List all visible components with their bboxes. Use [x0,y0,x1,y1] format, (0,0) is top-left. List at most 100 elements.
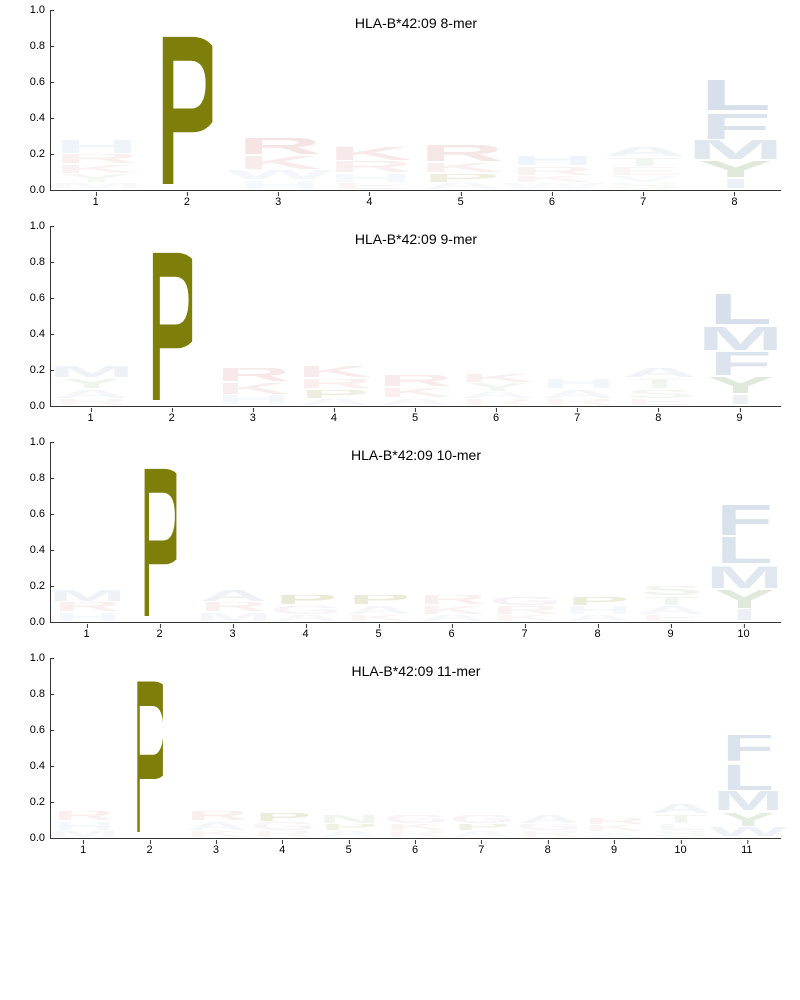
panel-title: HLA-B*42:09 10-mer [351,447,481,463]
y-tick-label: 0.4 [10,544,45,556]
logo-column: FLMYI [708,442,781,622]
y-tick-label: 1.0 [10,436,45,448]
x-tick-label: 11 [741,844,752,856]
plot-area: HLA-B*42:09 9-merMYARPRKHKRPARKAKYARHARA… [50,226,781,407]
x-tick-label: 7 [640,196,646,208]
x-tick-label: 9 [667,628,673,640]
logo-letter: M [553,140,800,162]
x-tick-label: 6 [493,412,499,424]
x-tick-label: 2 [146,844,152,856]
x-tick-label: 1 [83,628,89,640]
logo-letter: F [675,735,800,764]
x-tick-label: 8 [545,844,551,856]
x-tick-label: 8 [594,628,600,640]
x-tick-label: 10 [737,628,749,640]
x-tick-label: 4 [279,844,285,856]
logo-letter: I [452,395,800,406]
x-tick-label: 9 [611,844,617,856]
plot-area: HLA-B*42:09 10-merMRHPARMPGAPAKRKAGRKPHA… [50,442,781,623]
panel-title: HLA-B*42:09 8-mer [355,15,477,31]
x-tick-label: 7 [521,628,527,640]
x-tick-label: 3 [213,844,219,856]
x-axis: 1 2 3 4 5 6 7 8 9 10 [50,623,780,643]
y-tick-label: 0.8 [10,40,45,52]
x-tick-label: 1 [80,844,86,856]
x-tick-label: 6 [412,844,418,856]
x-tick-label: 2 [184,196,190,208]
x-tick-label: 5 [458,196,464,208]
logo-letter: M [617,327,800,352]
y-tick-label: 0.2 [10,796,45,808]
x-tick-label: 5 [412,412,418,424]
logo-panel: 0.00.20.40.60.81.0HLA-B*42:09 9-merMYARP… [10,226,790,427]
x-tick-label: 7 [478,844,484,856]
x-tick-label: 8 [731,196,737,208]
logo-column: NPA [316,658,382,838]
logo-panel: 0.00.20.40.60.81.0HLA-B*42:09 10-merMRHP… [10,442,790,643]
logo-panel: 0.00.20.40.60.81.0HLA-B*42:09 8-merHRKYM… [10,10,790,211]
logo-letter: L [644,294,800,326]
x-axis: 1 2 3 4 5 6 7 8 9 10 11 [50,839,780,859]
logo-column: FLMYW [715,658,781,838]
y-tick-label: 0.8 [10,256,45,268]
x-tick-label: 3 [229,628,235,640]
y-tick-label: 0.4 [10,328,45,340]
logo-column: GKR [383,658,449,838]
logo-letter: L [671,764,800,791]
y-tick-label: 0.8 [10,472,45,484]
y-tick-label: 0.4 [10,760,45,772]
logo-letter: Y [617,590,800,610]
y-tick-label: 1.0 [10,220,45,232]
x-tick-label: 6 [549,196,555,208]
x-tick-label: 7 [574,412,580,424]
logo-column: LMFYI [700,226,781,406]
x-tick-label: 2 [169,412,175,424]
x-tick-label: 4 [302,628,308,640]
logo-letter: M [637,566,800,589]
plot-area: HLA-B*42:09 11-merRHMPRAKPGRNPAGKRGPAAGR… [50,658,781,839]
x-tick-label: 3 [275,196,281,208]
logo-column: LFMYI [690,10,781,190]
x-tick-label: 5 [375,628,381,640]
x-tick-label: 1 [93,196,99,208]
x-tick-label: 6 [448,628,454,640]
x-axis: 1 2 3 4 5 6 7 8 [50,191,780,211]
x-tick-label: 1 [87,412,93,424]
logo-panel: 0.00.20.40.60.81.0HLA-B*42:09 11-merRHMP… [10,658,790,859]
logo-letter: L [657,537,800,566]
sequence-logo-figure: 0.00.20.40.60.81.0HLA-B*42:09 8-merHRKYM… [10,10,790,859]
y-tick-label: 0.6 [10,76,45,88]
logo-column: RAK [184,658,250,838]
y-tick-label: 1.0 [10,652,45,664]
panel-title: HLA-B*42:09 9-mer [355,231,477,247]
logo-letter: M [651,791,800,813]
logo-letter: Y [516,161,800,179]
x-tick-label: 2 [156,628,162,640]
logo-letter: Y [567,377,800,395]
y-tick-label: 0.6 [10,508,45,520]
x-axis: 1 2 3 4 5 6 7 8 9 [50,407,780,427]
y-tick-label: 0.6 [10,724,45,736]
x-tick-label: 4 [366,196,372,208]
y-tick-label: 1.0 [10,4,45,16]
x-tick-label: 8 [655,412,661,424]
logo-letter: F [589,113,800,140]
y-tick-label: 0.4 [10,112,45,124]
logo-letter: Y [603,813,800,827]
x-tick-label: 3 [250,412,256,424]
x-tick-label: 10 [674,844,686,856]
logo-letter: F [617,352,800,377]
logo-letter: F [667,505,800,537]
x-tick-label: 9 [736,412,742,424]
plot-area: HLA-B*42:09 8-merHRKYMPRKWHKRHERKPAHRKWA… [50,10,781,191]
logo-letter: I [371,179,800,190]
logo-column: PGR [250,658,316,838]
x-tick-label: 5 [346,844,352,856]
y-tick-label: 0.8 [10,688,45,700]
x-tick-label: 4 [331,412,337,424]
y-tick-label: 0.6 [10,292,45,304]
panel-title: HLA-B*42:09 11-mer [352,663,481,679]
logo-letter: I [544,609,800,622]
logo-letter: W [555,827,800,838]
logo-letter: L [614,80,800,112]
